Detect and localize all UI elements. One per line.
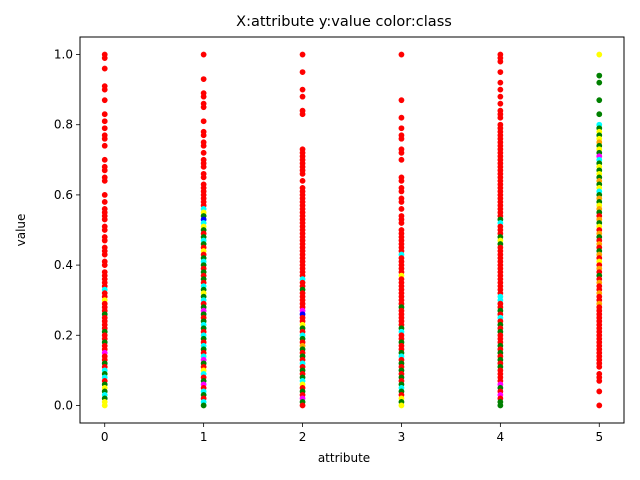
data-point xyxy=(101,111,108,118)
data-point xyxy=(200,93,207,100)
attribute-column-4 xyxy=(497,51,504,409)
data-point xyxy=(200,149,207,156)
y-tick-label: 0.0 xyxy=(54,398,73,412)
y-tick-label: 1.0 xyxy=(54,48,73,62)
data-point xyxy=(200,163,207,170)
data-point xyxy=(200,132,207,139)
data-point xyxy=(101,199,108,205)
data-point xyxy=(497,86,504,93)
data-point xyxy=(398,220,405,226)
attribute-column-2 xyxy=(299,51,306,409)
data-point xyxy=(497,58,504,65)
data-point xyxy=(497,402,504,409)
data-point xyxy=(101,262,108,268)
y-axis: 0.0 0.2 0.4 0.6 0.8 1.0 xyxy=(54,48,80,412)
data-point xyxy=(101,65,108,72)
data-point xyxy=(497,69,504,75)
x-tick-label: 3 xyxy=(398,430,406,444)
data-point xyxy=(101,216,108,223)
data-point xyxy=(398,199,405,205)
data-point xyxy=(101,192,108,198)
data-point xyxy=(299,93,306,100)
data-point xyxy=(596,388,603,395)
axes-frame xyxy=(79,36,625,424)
data-point xyxy=(398,206,405,212)
data-point xyxy=(200,174,207,181)
attribute-column-1 xyxy=(200,51,207,409)
data-point xyxy=(497,79,504,86)
data-point xyxy=(596,363,603,370)
data-point xyxy=(200,51,207,58)
data-point xyxy=(596,72,603,79)
data-point xyxy=(398,402,405,409)
data-point xyxy=(101,402,108,409)
data-point xyxy=(200,76,207,83)
data-point xyxy=(596,97,603,104)
data-point xyxy=(398,97,405,104)
attribute-column-5 xyxy=(596,51,603,409)
x-tick-label: 5 xyxy=(595,430,603,444)
data-point xyxy=(101,55,108,61)
data-point xyxy=(299,86,306,93)
data-point xyxy=(101,227,108,233)
y-tick-label: 0.8 xyxy=(54,118,73,132)
data-point xyxy=(398,135,405,142)
y-tick-label: 0.6 xyxy=(54,188,73,202)
y-tick-label: 0.4 xyxy=(54,258,73,272)
data-point xyxy=(101,142,108,149)
data-point xyxy=(101,97,108,104)
data-point xyxy=(200,104,207,111)
data-point xyxy=(299,51,306,58)
data-point xyxy=(101,237,108,244)
y-axis-label: value xyxy=(14,214,28,247)
x-axis-label: attribute xyxy=(318,451,370,465)
data-point xyxy=(398,125,405,132)
data-point xyxy=(398,149,405,156)
chart-title: X:attribute y:value color:class xyxy=(236,14,452,30)
data-point xyxy=(299,177,306,184)
data-point xyxy=(200,118,207,125)
data-point xyxy=(299,402,306,409)
x-tick-label: 4 xyxy=(497,430,505,444)
data-point xyxy=(398,156,405,163)
data-point xyxy=(398,177,405,184)
data-point xyxy=(596,111,603,118)
data-point xyxy=(596,79,603,86)
data-point xyxy=(101,135,108,142)
y-tick-label: 0.2 xyxy=(54,328,73,342)
data-point xyxy=(200,142,207,149)
data-point xyxy=(398,114,405,121)
data-point xyxy=(299,111,306,118)
data-point xyxy=(398,188,405,195)
data-point xyxy=(101,156,108,163)
data-point xyxy=(398,51,405,58)
data-point xyxy=(596,377,603,384)
data-point xyxy=(101,167,108,174)
x-axis: 0 1 2 3 4 5 xyxy=(101,423,603,444)
data-point xyxy=(497,114,504,121)
data-point xyxy=(497,100,504,107)
plot-area xyxy=(101,51,603,409)
data-point xyxy=(101,86,108,93)
data-point xyxy=(101,251,108,258)
data-point xyxy=(596,402,603,409)
data-point xyxy=(497,93,504,100)
data-point xyxy=(101,118,108,125)
data-point xyxy=(299,69,306,75)
data-point xyxy=(101,125,108,132)
data-point xyxy=(596,51,603,58)
x-tick-label: 1 xyxy=(200,430,208,444)
x-tick-label: 0 xyxy=(101,430,109,444)
x-tick-label: 2 xyxy=(299,430,307,444)
attribute-column-3 xyxy=(398,51,405,409)
data-point xyxy=(101,177,108,184)
data-point xyxy=(200,402,207,409)
data-point xyxy=(299,170,306,177)
attribute-column-0 xyxy=(101,51,108,409)
